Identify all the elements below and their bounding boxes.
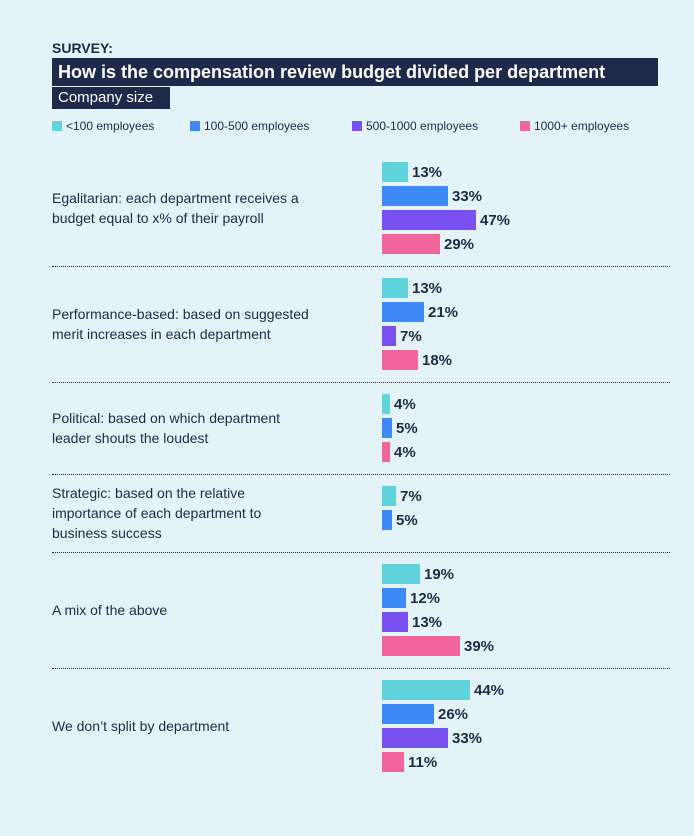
bar bbox=[382, 636, 460, 656]
value-label: 12% bbox=[410, 590, 441, 607]
value-label: 39% bbox=[464, 638, 495, 655]
bar bbox=[382, 326, 396, 346]
bar bbox=[382, 612, 408, 632]
legend-item: <100 employees bbox=[52, 119, 154, 133]
bar bbox=[382, 486, 396, 506]
bar bbox=[382, 728, 448, 748]
value-label: 5% bbox=[396, 420, 418, 437]
legend-label: 100-500 employees bbox=[204, 119, 310, 133]
value-label: 44% bbox=[474, 682, 505, 699]
legend-label: 500-1000 employees bbox=[366, 119, 479, 133]
bar bbox=[382, 704, 434, 724]
value-label: 18% bbox=[422, 352, 453, 369]
value-label: 11% bbox=[408, 754, 438, 771]
legend-swatch bbox=[352, 121, 362, 131]
legend-label: <100 employees bbox=[66, 119, 155, 133]
value-label: 13% bbox=[412, 614, 443, 631]
bar bbox=[382, 418, 392, 438]
category-label: A mix of the above bbox=[52, 602, 168, 618]
legend-label: 1000+ employees bbox=[534, 119, 630, 133]
value-label: 21% bbox=[428, 304, 459, 321]
bar bbox=[382, 588, 406, 608]
value-label: 4% bbox=[394, 396, 416, 413]
bar bbox=[382, 302, 424, 322]
chart-title: How is the compensation review budget di… bbox=[52, 58, 658, 86]
bar bbox=[382, 350, 418, 370]
bar bbox=[382, 442, 390, 462]
legend-title: Company size bbox=[52, 87, 170, 109]
value-label: 13% bbox=[412, 164, 443, 181]
separator bbox=[52, 668, 670, 669]
legend-item: 1000+ employees bbox=[520, 119, 629, 133]
bar bbox=[382, 186, 448, 206]
bar bbox=[382, 564, 420, 584]
legend-item: 100-500 employees bbox=[190, 119, 309, 133]
bar bbox=[382, 210, 476, 230]
bar bbox=[382, 394, 390, 414]
value-label: 4% bbox=[394, 444, 416, 461]
separator bbox=[52, 266, 670, 267]
value-label: 33% bbox=[452, 188, 483, 205]
legend-swatch bbox=[190, 121, 200, 131]
category-label: Performance-based: based on suggested me… bbox=[52, 306, 309, 342]
value-label: 33% bbox=[452, 730, 483, 747]
bar bbox=[382, 162, 408, 182]
separator bbox=[52, 552, 670, 553]
category-label: Political: based on which department lea… bbox=[52, 410, 281, 446]
value-label: 19% bbox=[424, 566, 455, 583]
bar bbox=[382, 752, 404, 772]
value-label: 26% bbox=[438, 706, 469, 723]
kicker: SURVEY: bbox=[52, 40, 113, 56]
legend-item: 500-1000 employees bbox=[352, 119, 478, 133]
value-label: 7% bbox=[400, 328, 422, 345]
separator bbox=[52, 474, 670, 475]
separator bbox=[52, 382, 670, 383]
value-label: 5% bbox=[396, 512, 418, 529]
value-label: 7% bbox=[400, 488, 422, 505]
category-label: Strategic: based on the relative importa… bbox=[52, 485, 262, 541]
bar bbox=[382, 278, 408, 298]
value-label: 47% bbox=[480, 212, 511, 229]
value-label: 13% bbox=[412, 280, 443, 297]
value-label: 29% bbox=[444, 236, 475, 253]
bar bbox=[382, 234, 440, 254]
legend-swatch bbox=[520, 121, 530, 131]
bar bbox=[382, 510, 392, 530]
category-label: Egalitarian: each department receives a … bbox=[52, 190, 299, 226]
legend-swatch bbox=[52, 121, 62, 131]
bar bbox=[382, 680, 470, 700]
category-label: We don’t split by department bbox=[52, 718, 230, 734]
